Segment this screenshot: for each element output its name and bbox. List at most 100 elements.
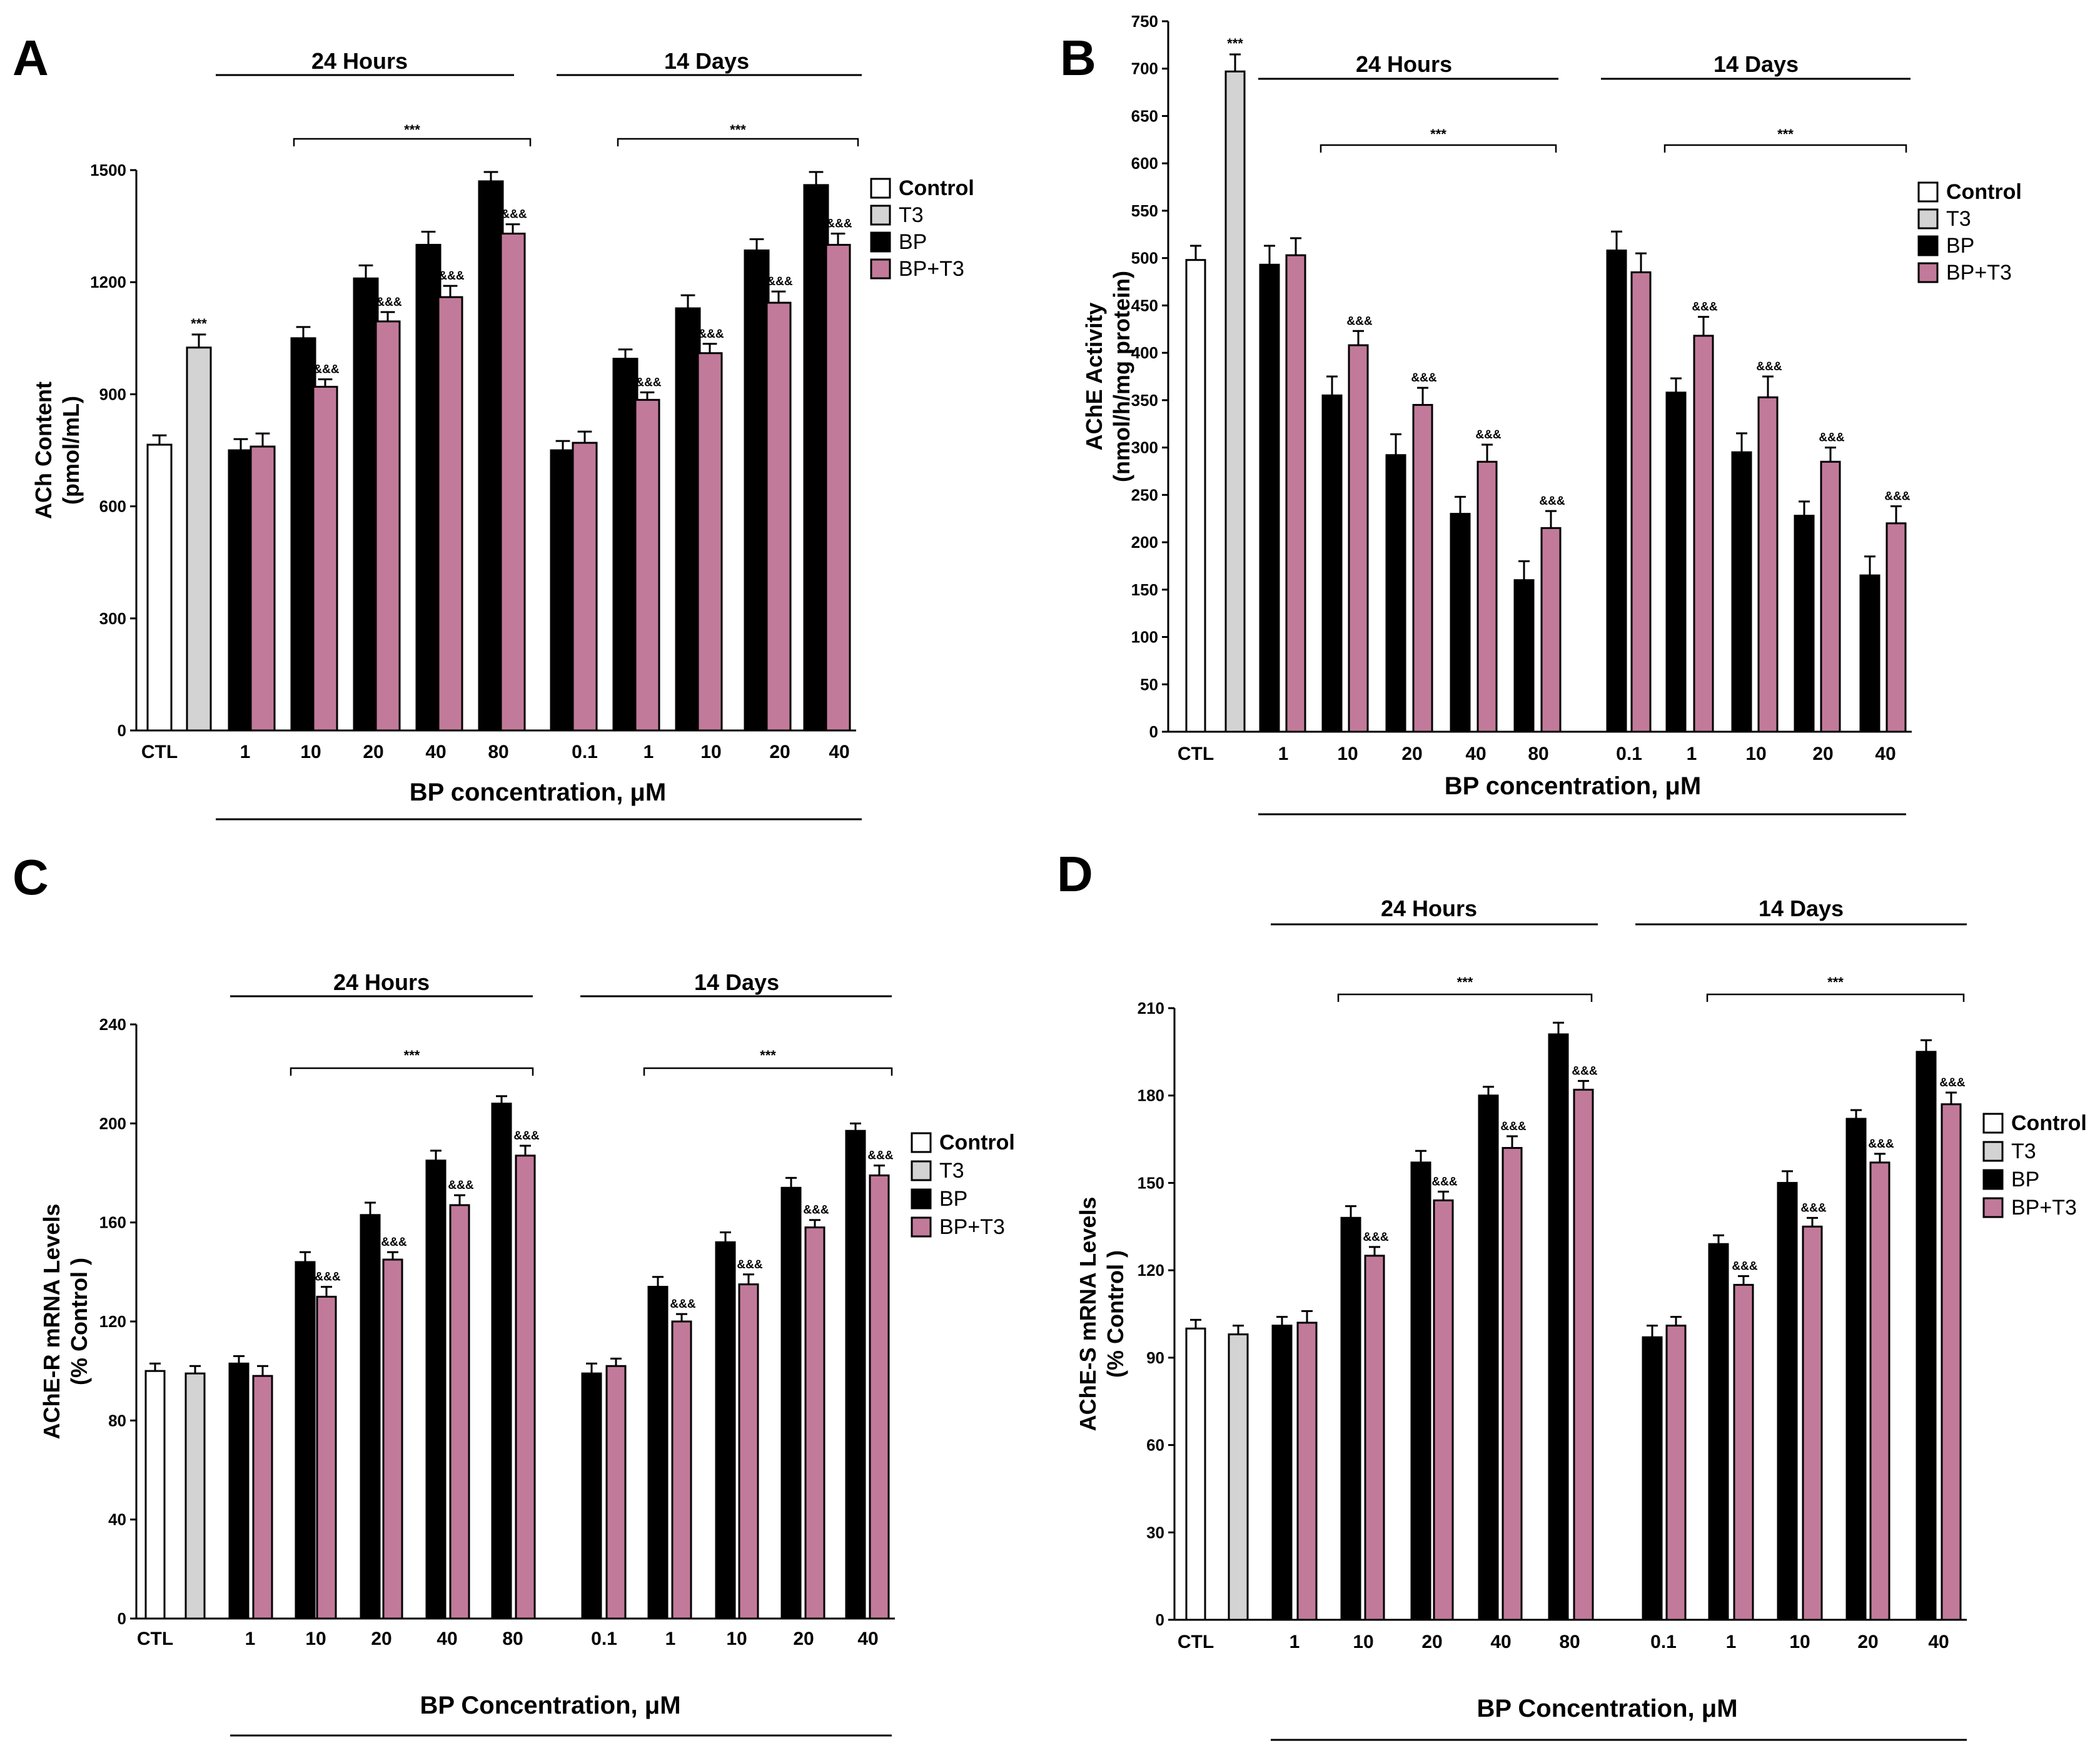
panel-a-bar <box>825 243 851 732</box>
panel-a-legend-label: BP+T3 <box>899 257 964 281</box>
panel-c-ytick-label: 120 <box>99 1312 126 1331</box>
panel-c-bar <box>449 1204 470 1620</box>
panel-b-legend-label: BP+T3 <box>1946 261 2012 285</box>
panel-b-bar-significance: &&& <box>1411 371 1436 385</box>
panel-a-significance-label: *** <box>730 122 746 138</box>
panel-b-letter: B <box>1060 30 1096 86</box>
panel-c-ytick-label: 200 <box>99 1114 126 1133</box>
panel-a-bar-significance: *** <box>191 316 207 331</box>
panel-c-category-label: CTL <box>137 1629 173 1649</box>
panel-d-legend-label: T3 <box>2011 1139 2036 1163</box>
panel-a-bar-significance: &&& <box>698 328 724 341</box>
panel-d-bar <box>1708 1243 1729 1621</box>
panel-d-bar <box>1228 1333 1249 1621</box>
panel-d-category-label: 80 <box>1559 1632 1580 1652</box>
panel-d-legend-swatch <box>1982 1169 2004 1190</box>
panel-b-x-title: BP concentration, μM <box>1445 772 1701 800</box>
panel-d-bar <box>1364 1255 1385 1621</box>
panel-d-bar <box>1642 1336 1663 1621</box>
panel-b-legend-swatch <box>1917 181 1939 203</box>
panel-c-category-label: 80 <box>502 1629 523 1649</box>
panel-c-y-title: AChE-R mRNA Levels <box>39 1204 64 1440</box>
panel-a-bar <box>186 346 212 732</box>
panel-c-legend-swatch <box>911 1132 932 1153</box>
panel-b-ytick-label: 100 <box>1131 628 1158 647</box>
panel-b-bar <box>1321 394 1343 733</box>
panel-d-ytick-label: 90 <box>1146 1348 1164 1367</box>
panel-a-ytick-label: 600 <box>99 497 126 516</box>
panel-d-ytick-label: 30 <box>1146 1523 1164 1542</box>
panel-d-bar <box>1502 1147 1523 1621</box>
panel-c-bar-significance: &&& <box>803 1204 829 1217</box>
panel-c-group-label: 14 Days <box>694 969 779 995</box>
panel-d-x-title: BP Concentration, μM <box>1477 1695 1737 1722</box>
panel-d-category-label: 10 <box>1353 1632 1373 1652</box>
panel-d-ytick-label: 150 <box>1138 1173 1164 1192</box>
panel-a-legend-swatch <box>870 258 891 280</box>
panel-c-letter: C <box>13 849 49 905</box>
panel-a-category-label: 10 <box>300 742 321 762</box>
panel-c-ytick-label: 40 <box>108 1510 126 1529</box>
panel-a-category-label: 20 <box>363 742 383 762</box>
panel-c-ytick-label: 80 <box>108 1411 126 1430</box>
panel-c-bar <box>845 1129 866 1620</box>
panel-b-category-label: CTL <box>1178 744 1214 764</box>
panel-b-legend-swatch <box>1917 262 1939 283</box>
panel-d-bar <box>1340 1216 1361 1621</box>
panel-d-legend-label: BP <box>2011 1168 2039 1191</box>
panel-c-bar <box>316 1295 337 1620</box>
panel-b-legend-label: T3 <box>1946 207 1971 231</box>
panel-b-bar <box>1693 335 1714 733</box>
panel-c-bar <box>515 1154 536 1620</box>
panel-c-legend-label: Control <box>939 1131 1015 1154</box>
panel-d-bar-significance: &&& <box>1939 1076 1965 1089</box>
panel-c-ytick-label: 240 <box>99 1015 126 1034</box>
panel-c-bar <box>804 1226 825 1620</box>
panel-b-bar <box>1859 574 1880 733</box>
panel-a-bar <box>744 249 770 732</box>
panel-d-bar <box>1665 1325 1687 1621</box>
panel-a-bar-significance: &&& <box>501 208 527 221</box>
panel-b-group-label: 14 Days <box>1714 51 1799 77</box>
panel-d-bar <box>1478 1094 1499 1621</box>
panel-c-bar-significance: &&& <box>381 1236 406 1249</box>
panel-d-category-label: 1 <box>1290 1632 1300 1652</box>
panel-a-bar-significance: &&& <box>826 218 852 231</box>
panel-d-ytick-label: 210 <box>1138 999 1164 1018</box>
panel-b-ytick-label: 400 <box>1131 343 1158 362</box>
panel-c-category-label: 40 <box>437 1629 457 1649</box>
panel-b-bar <box>1665 392 1687 733</box>
panel-c-category-label: 40 <box>857 1629 878 1649</box>
panel-c-bar-significance: &&& <box>737 1258 762 1271</box>
panel-a-bar <box>290 337 316 732</box>
panel-c-bar <box>869 1174 890 1620</box>
panel-c-bar <box>382 1258 403 1620</box>
panel-d-bar <box>1296 1321 1318 1621</box>
panel-d-bar <box>1433 1199 1454 1621</box>
panel-d-y-title-unit: (% Control ) <box>1103 1250 1128 1378</box>
panel-a-category-label: 80 <box>488 742 508 762</box>
panel-b-bar-significance: &&& <box>1692 301 1717 314</box>
panel-c-significance-bracket <box>290 1067 534 1076</box>
panel-a: A 0 300 600 900 1200 1500 ACh Content (pmol/mL) *… <box>13 30 974 821</box>
panel-a-bar-significance: &&& <box>767 275 792 288</box>
panel-a-bar <box>415 243 442 732</box>
panel-d-letter: D <box>1057 846 1093 902</box>
panel-a-bar <box>765 301 792 732</box>
panel-c-category-label: 20 <box>371 1629 391 1649</box>
panel-c-significance-label: *** <box>760 1048 776 1063</box>
panel-c-category-label: 20 <box>793 1629 814 1649</box>
panel-a-bar <box>353 277 379 732</box>
panel-a-bar <box>500 233 526 732</box>
panel-d-category-label: 20 <box>1857 1632 1878 1652</box>
panel-d-bar-significance: &&& <box>1732 1260 1757 1273</box>
panel-d-category-label: 0.1 <box>1650 1632 1677 1652</box>
panel-b-significance-label: *** <box>1430 126 1446 142</box>
panel-b-category-label: 1 <box>1687 744 1697 764</box>
panel-d-ytick-label: 120 <box>1138 1261 1164 1280</box>
panel-d-ytick-label: 180 <box>1138 1086 1164 1105</box>
panel-b-bar <box>1224 70 1246 733</box>
panel-b-legend-label: BP <box>1946 234 1974 258</box>
